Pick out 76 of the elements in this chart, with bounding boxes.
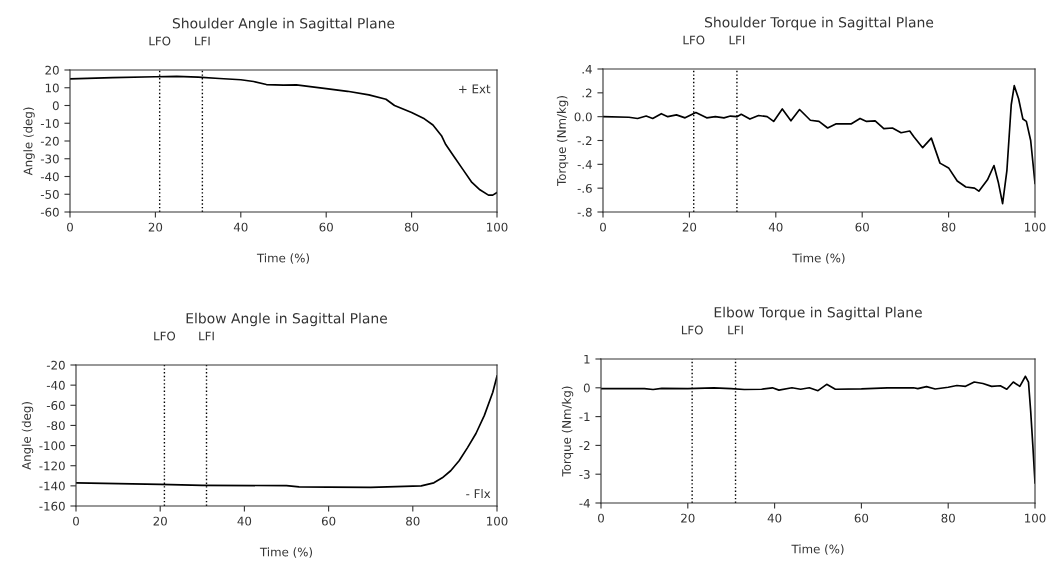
y-tick-label: -50 [40, 189, 59, 199]
y-axis-title: Torque (Nm/kg) [561, 386, 574, 477]
chart-title: Shoulder Torque in Sagittal Plane [705, 16, 934, 31]
y-tick-label: -20 [40, 136, 59, 146]
y-tick-label: .2 [582, 88, 592, 98]
chart-title: Shoulder Angle in Sagittal Plane [172, 17, 395, 32]
ref-line-label: LFI [729, 35, 745, 45]
x-tick-label: 60 [319, 222, 333, 232]
x-tick-label: 80 [941, 222, 956, 232]
x-axis-title: Time (%) [259, 547, 313, 558]
y-tick-label: .4 [582, 64, 592, 74]
ref-line-label: LFO [149, 36, 171, 46]
y-tick-label: -.4 [577, 160, 592, 169]
x-tick-label: 40 [237, 516, 252, 526]
ref-line-label: LFI [195, 36, 210, 46]
x-tick-label: 100 [487, 222, 508, 232]
y-tick-label: -140 [39, 481, 65, 491]
y-tick-label: -60 [46, 401, 65, 410]
x-tick-label: 100 [1025, 513, 1046, 523]
y-axis-title: Angle (deg) [21, 402, 34, 470]
x-tick-label: 40 [768, 222, 783, 232]
y-tick-label: 0 [52, 101, 59, 111]
y-tick-label: -40 [40, 172, 59, 182]
y-tick-label: -160 [39, 501, 65, 511]
x-tick-label: 80 [404, 222, 419, 232]
y-tick-label: -60 [40, 207, 59, 217]
y-tick-label: -40 [46, 380, 65, 390]
y-tick-label: 0.0 [574, 112, 592, 122]
x-tick-label: 20 [682, 222, 697, 232]
y-tick-label: -.6 [577, 183, 592, 193]
chart-title: Elbow Angle in Sagittal Plane [186, 312, 388, 327]
y-tick-label: -80 [46, 421, 65, 431]
x-tick-label: 80 [406, 516, 420, 526]
y-tick-label: 10 [45, 83, 59, 93]
x-tick-label: 0 [598, 513, 604, 523]
x-tick-label: 0 [600, 222, 606, 232]
y-tick-label: -30 [40, 154, 59, 164]
x-tick-label: 40 [767, 513, 782, 523]
annotation: - Flx [466, 489, 491, 498]
x-tick-label: 80 [941, 513, 955, 523]
y-tick-label: -10 [40, 118, 59, 128]
y-tick-label: -2 [579, 441, 590, 450]
ref-line-label: LFI [728, 325, 743, 335]
x-tick-label: 20 [153, 516, 167, 526]
y-tick-label: -3 [579, 469, 590, 479]
x-tick-label: 100 [487, 516, 508, 526]
x-tick-label: 100 [1025, 222, 1046, 232]
y-tick-label: -.8 [577, 207, 592, 217]
x-axis-title: Time (%) [792, 253, 845, 264]
x-tick-label: 20 [148, 222, 163, 232]
x-tick-label: 60 [321, 516, 336, 526]
y-tick-label: -.2 [577, 136, 592, 145]
annotation: + Ext [459, 84, 491, 94]
ref-line-label: LFI [199, 331, 214, 341]
y-tick-label: -120 [39, 461, 65, 471]
ref-line-label: LFO [683, 35, 705, 45]
y-tick-label: 20 [45, 65, 59, 75]
x-tick-label: 60 [855, 222, 869, 232]
y-tick-label: 0 [583, 383, 590, 393]
y-axis-title: Angle (deg) [23, 107, 35, 176]
x-tick-label: 20 [681, 513, 695, 523]
x-axis-title: Time (%) [256, 253, 310, 264]
ref-line-label: LFO [154, 331, 176, 341]
y-tick-label: -20 [46, 360, 65, 370]
ref-line-label: LFO [681, 325, 703, 335]
x-tick-label: 0 [73, 516, 79, 526]
x-axis-title: Time (%) [791, 544, 844, 555]
chart-title: Elbow Torque in Sagittal Plane [714, 306, 922, 321]
x-tick-label: 0 [67, 222, 73, 232]
y-axis-title: Torque (Nm/kg) [556, 96, 569, 186]
y-tick-label: -1 [579, 412, 590, 422]
y-tick-label: -100 [39, 441, 65, 451]
y-tick-label: -4 [579, 498, 590, 508]
x-tick-label: 60 [854, 513, 869, 523]
y-tick-label: 1 [584, 354, 590, 364]
x-tick-label: 40 [233, 222, 248, 232]
